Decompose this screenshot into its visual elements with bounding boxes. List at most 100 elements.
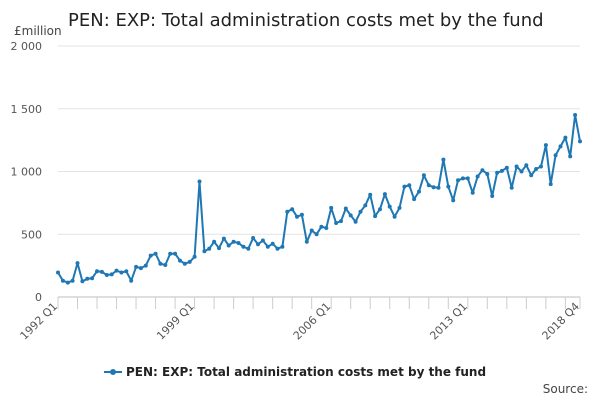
data-point[interactable] (387, 204, 392, 209)
data-point[interactable] (70, 278, 75, 283)
data-point[interactable] (124, 269, 129, 274)
data-point[interactable] (402, 184, 407, 189)
data-point[interactable] (417, 189, 421, 194)
data-point[interactable] (256, 242, 260, 247)
data-point[interactable] (568, 154, 573, 159)
data-point[interactable] (499, 168, 504, 173)
data-point[interactable] (465, 176, 470, 181)
data-point[interactable] (451, 198, 456, 203)
data-point[interactable] (490, 194, 495, 198)
data-point[interactable] (65, 280, 70, 285)
data-point[interactable] (129, 278, 134, 283)
data-point[interactable] (90, 276, 95, 281)
data-point[interactable] (104, 273, 109, 277)
data-point[interactable] (138, 266, 143, 271)
data-point[interactable] (475, 174, 480, 179)
data-point[interactable] (446, 184, 451, 189)
data-point[interactable] (470, 190, 475, 195)
data-point[interactable] (56, 270, 60, 275)
data-point[interactable] (378, 207, 382, 212)
data-point[interactable] (197, 179, 202, 184)
data-point[interactable] (397, 205, 402, 210)
data-point[interactable] (236, 241, 241, 245)
data-point[interactable] (246, 246, 251, 251)
data-point[interactable] (421, 173, 426, 178)
data-point[interactable] (548, 182, 553, 187)
data-point[interactable] (314, 232, 319, 237)
data-point[interactable] (519, 169, 524, 174)
data-point[interactable] (509, 185, 514, 190)
data-point[interactable] (412, 197, 417, 202)
legend[interactable]: PEN: EXP: Total administration costs met… (104, 365, 486, 379)
data-point[interactable] (143, 263, 148, 268)
data-point[interactable] (504, 165, 509, 170)
data-point[interactable] (290, 207, 295, 212)
data-point[interactable] (114, 268, 119, 273)
data-point[interactable] (534, 167, 539, 171)
data-point[interactable] (275, 246, 280, 251)
data-point[interactable] (407, 183, 412, 188)
data-point[interactable] (217, 246, 221, 251)
data-point[interactable] (212, 239, 217, 244)
data-point[interactable] (226, 243, 231, 248)
data-point[interactable] (158, 261, 163, 266)
data-point[interactable] (95, 269, 99, 274)
data-point[interactable] (270, 241, 275, 246)
data-point[interactable] (485, 172, 490, 176)
data-point[interactable] (578, 139, 582, 144)
data-point[interactable] (480, 168, 485, 173)
data-point[interactable] (153, 251, 158, 256)
data-point[interactable] (573, 113, 578, 117)
data-point[interactable] (285, 209, 290, 214)
data-point[interactable] (241, 244, 246, 249)
data-point[interactable] (260, 238, 265, 243)
data-point[interactable] (426, 183, 431, 188)
data-point[interactable] (348, 213, 353, 218)
data-point[interactable] (299, 212, 304, 217)
data-point[interactable] (182, 261, 187, 266)
data-point[interactable] (329, 205, 334, 210)
data-point[interactable] (343, 206, 348, 211)
data-point[interactable] (207, 246, 212, 251)
data-point[interactable] (304, 239, 309, 244)
data-point[interactable] (324, 226, 329, 230)
data-point[interactable] (363, 203, 368, 208)
data-point[interactable] (368, 192, 373, 197)
data-point[interactable] (353, 219, 358, 224)
data-point[interactable] (99, 269, 104, 274)
data-point[interactable] (60, 278, 65, 283)
data-point[interactable] (231, 239, 236, 244)
data-point[interactable] (134, 264, 139, 269)
data-point[interactable] (119, 270, 124, 275)
data-point[interactable] (168, 251, 173, 256)
data-point[interactable] (514, 164, 519, 169)
data-point[interactable] (431, 185, 436, 190)
data-point[interactable] (563, 135, 568, 140)
data-point[interactable] (436, 185, 441, 190)
data-point[interactable] (392, 214, 397, 219)
data-point[interactable] (75, 261, 80, 266)
data-point[interactable] (280, 244, 285, 249)
data-point[interactable] (187, 259, 192, 264)
data-point[interactable] (85, 276, 90, 281)
data-point[interactable] (173, 251, 178, 256)
data-point[interactable] (553, 153, 558, 158)
data-point[interactable] (373, 214, 378, 219)
data-point[interactable] (558, 144, 563, 149)
data-point[interactable] (163, 263, 168, 267)
data-point[interactable] (382, 192, 387, 197)
data-point[interactable] (460, 176, 465, 181)
data-point[interactable] (251, 236, 256, 240)
data-point[interactable] (529, 173, 534, 178)
data-point[interactable] (192, 254, 197, 259)
data-point[interactable] (265, 244, 270, 249)
data-point[interactable] (543, 143, 548, 148)
data-point[interactable] (456, 178, 460, 183)
data-point[interactable] (309, 228, 314, 233)
data-point[interactable] (539, 164, 543, 169)
data-point[interactable] (358, 209, 363, 214)
data-point[interactable] (495, 170, 500, 175)
data-point[interactable] (295, 214, 299, 219)
data-point[interactable] (148, 253, 153, 258)
data-point[interactable] (178, 258, 182, 263)
